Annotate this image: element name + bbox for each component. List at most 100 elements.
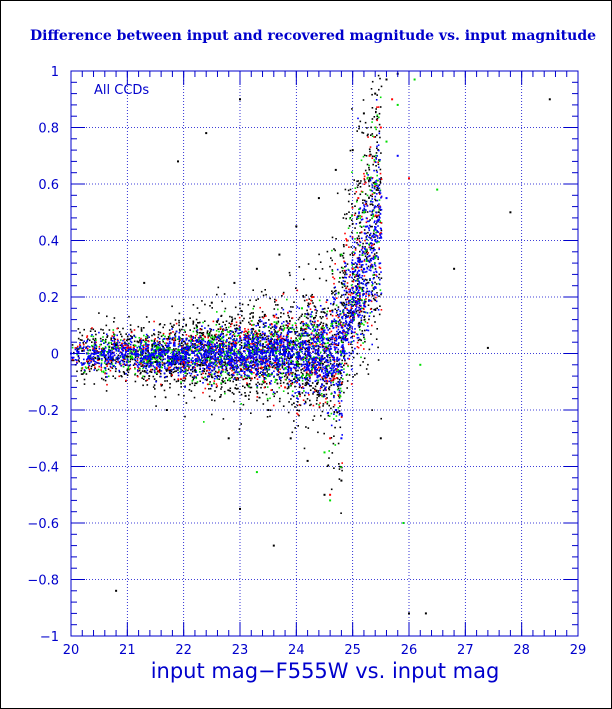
cloud-dot [361, 278, 364, 281]
cloud-dot [120, 375, 122, 377]
cloud-dot [288, 366, 290, 368]
cloud-dot [377, 74, 380, 77]
cloud-dot [199, 321, 201, 324]
cloud-dot [315, 352, 317, 355]
cloud-dot [96, 350, 98, 352]
cloud-dot [179, 344, 181, 347]
cloud-dot [166, 375, 168, 378]
cloud-dot [340, 416, 343, 418]
cloud-dot [273, 335, 276, 337]
cloud-dot [92, 358, 95, 360]
cloud-dot [369, 203, 372, 206]
cloud-dot [294, 331, 296, 333]
cloud-dot [280, 337, 283, 340]
cloud-dot [360, 266, 363, 268]
cloud-dot [336, 360, 338, 362]
cloud-dot [315, 403, 318, 405]
cloud-dot [352, 376, 354, 378]
cloud-dot [284, 352, 287, 355]
cloud-dot [229, 390, 231, 392]
cloud-dot [323, 432, 325, 435]
cloud-dot [338, 419, 341, 421]
cloud-dot [366, 253, 369, 255]
cloud-dot [322, 363, 325, 365]
cloud-dot [133, 340, 136, 343]
cloud-dot [366, 250, 368, 253]
cloud-dot [328, 415, 331, 417]
cloud-dot [286, 356, 289, 358]
cloud-dot [104, 341, 107, 343]
cloud-dot [307, 306, 310, 308]
cloud-dot [261, 392, 264, 394]
cloud-dot [160, 383, 162, 386]
cloud-dot [95, 333, 97, 336]
cloud-dot [210, 347, 212, 350]
cloud-dot [248, 330, 250, 333]
cloud-dot [351, 231, 353, 234]
cloud-dot [191, 349, 193, 352]
cloud-dot [210, 384, 213, 386]
cloud-dot [269, 415, 271, 418]
cloud-dot [258, 326, 261, 328]
cloud-dot [279, 344, 281, 347]
cloud-dot [328, 388, 331, 391]
cloud-dot [190, 338, 192, 340]
cloud-dot [212, 349, 215, 351]
cloud-dot [374, 220, 376, 222]
cloud-dot [274, 381, 276, 383]
cloud-dot [325, 323, 328, 326]
cloud-dot [87, 338, 89, 340]
cloud-dot [112, 357, 114, 359]
cloud-dot [324, 418, 326, 420]
cloud-dot [221, 343, 224, 345]
cloud-dot [372, 204, 374, 206]
cloud-dot [328, 327, 331, 330]
cloud-dot [182, 363, 185, 366]
cloud-dot [298, 367, 301, 369]
cloud-dot [378, 241, 380, 243]
cloud-dot [188, 361, 190, 363]
cloud-dot [79, 344, 81, 346]
cloud-dot [378, 247, 380, 249]
cloud-dot [371, 157, 374, 159]
cloud-dot [354, 276, 356, 278]
cloud-dot [103, 362, 106, 364]
cloud-dot [300, 343, 302, 345]
cloud-dot [196, 307, 199, 309]
cloud-dot [258, 316, 261, 319]
cloud-dot [165, 342, 168, 344]
cloud-dot [369, 308, 372, 310]
cloud-dot [355, 312, 358, 314]
cloud-dot [164, 335, 166, 338]
cloud-dot [274, 331, 276, 334]
cloud-dot [96, 369, 98, 372]
cloud-dot [344, 188, 347, 191]
cloud-dot [252, 348, 254, 351]
cloud-dot [351, 223, 354, 225]
cloud-dot [227, 346, 230, 348]
cloud-dot [141, 377, 143, 379]
cloud-dot [210, 353, 212, 355]
cloud-dot [258, 319, 260, 322]
cloud-dot [321, 355, 324, 358]
cloud-dot [362, 199, 364, 201]
cloud-dot [342, 324, 344, 326]
cloud-dot [319, 316, 322, 318]
cloud-dot [341, 469, 343, 472]
cloud-dot [102, 378, 105, 381]
cloud-dot [356, 239, 359, 241]
cloud-dot [277, 350, 279, 353]
cloud-dot [331, 374, 334, 377]
cloud-dot [344, 334, 347, 336]
cloud-dot [196, 333, 198, 336]
cloud-dot [229, 387, 232, 390]
cloud-dot [314, 306, 317, 308]
cloud-dot [323, 361, 326, 363]
cloud-dot [254, 334, 257, 336]
cloud-dot [103, 332, 105, 334]
cloud-dot [191, 380, 194, 382]
cloud-dot [93, 346, 96, 348]
cloud-dot [159, 349, 161, 351]
cloud-dot [275, 322, 278, 325]
cloud-dot [341, 282, 343, 285]
